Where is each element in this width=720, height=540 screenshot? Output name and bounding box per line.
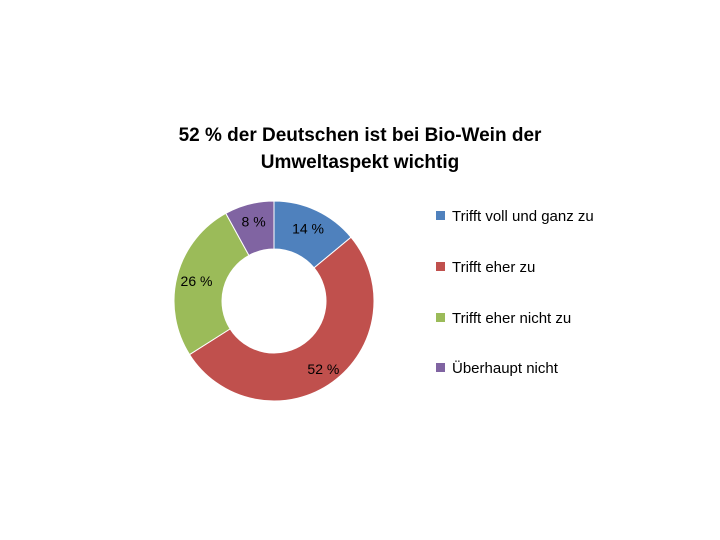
chart-title: 52 % der Deutschen ist bei Bio-Wein der … bbox=[178, 125, 542, 173]
data-label-ueberhaupt-nicht: 8 % bbox=[242, 214, 266, 230]
data-label-trifft-voll-und-ganz-zu: 14 % bbox=[292, 221, 324, 237]
data-label-trifft-eher-zu: 52 % bbox=[307, 361, 339, 377]
data-label-trifft-eher-nicht-zu: 26 % bbox=[181, 273, 213, 289]
legend-swatch bbox=[436, 211, 445, 220]
legend-item-trifft-voll-und-ganz-zu: Trifft voll und ganz zu bbox=[436, 206, 626, 227]
legend-swatch bbox=[436, 313, 445, 322]
legend-swatch bbox=[436, 262, 445, 271]
legend-label: Trifft eher zu bbox=[452, 259, 536, 276]
legend-item-trifft-eher-nicht-zu: Trifft eher nicht zu bbox=[436, 308, 626, 329]
donut-slice-ueberhaupt-nicht bbox=[225, 200, 275, 257]
legend-item-trifft-eher-zu: Trifft eher zu bbox=[436, 257, 626, 278]
legend-label: Trifft eher nicht zu bbox=[452, 310, 572, 327]
legend-label: Trifft voll und ganz zu bbox=[452, 208, 594, 225]
donut-slice-trifft-eher-zu bbox=[188, 236, 375, 402]
donut-slice-trifft-eher-nicht-zu bbox=[173, 212, 250, 356]
legend-label: Überhaupt nicht bbox=[452, 360, 558, 377]
legend-item-ueberhaupt-nicht: Überhaupt nicht bbox=[436, 358, 626, 379]
legend-swatch bbox=[436, 363, 445, 372]
